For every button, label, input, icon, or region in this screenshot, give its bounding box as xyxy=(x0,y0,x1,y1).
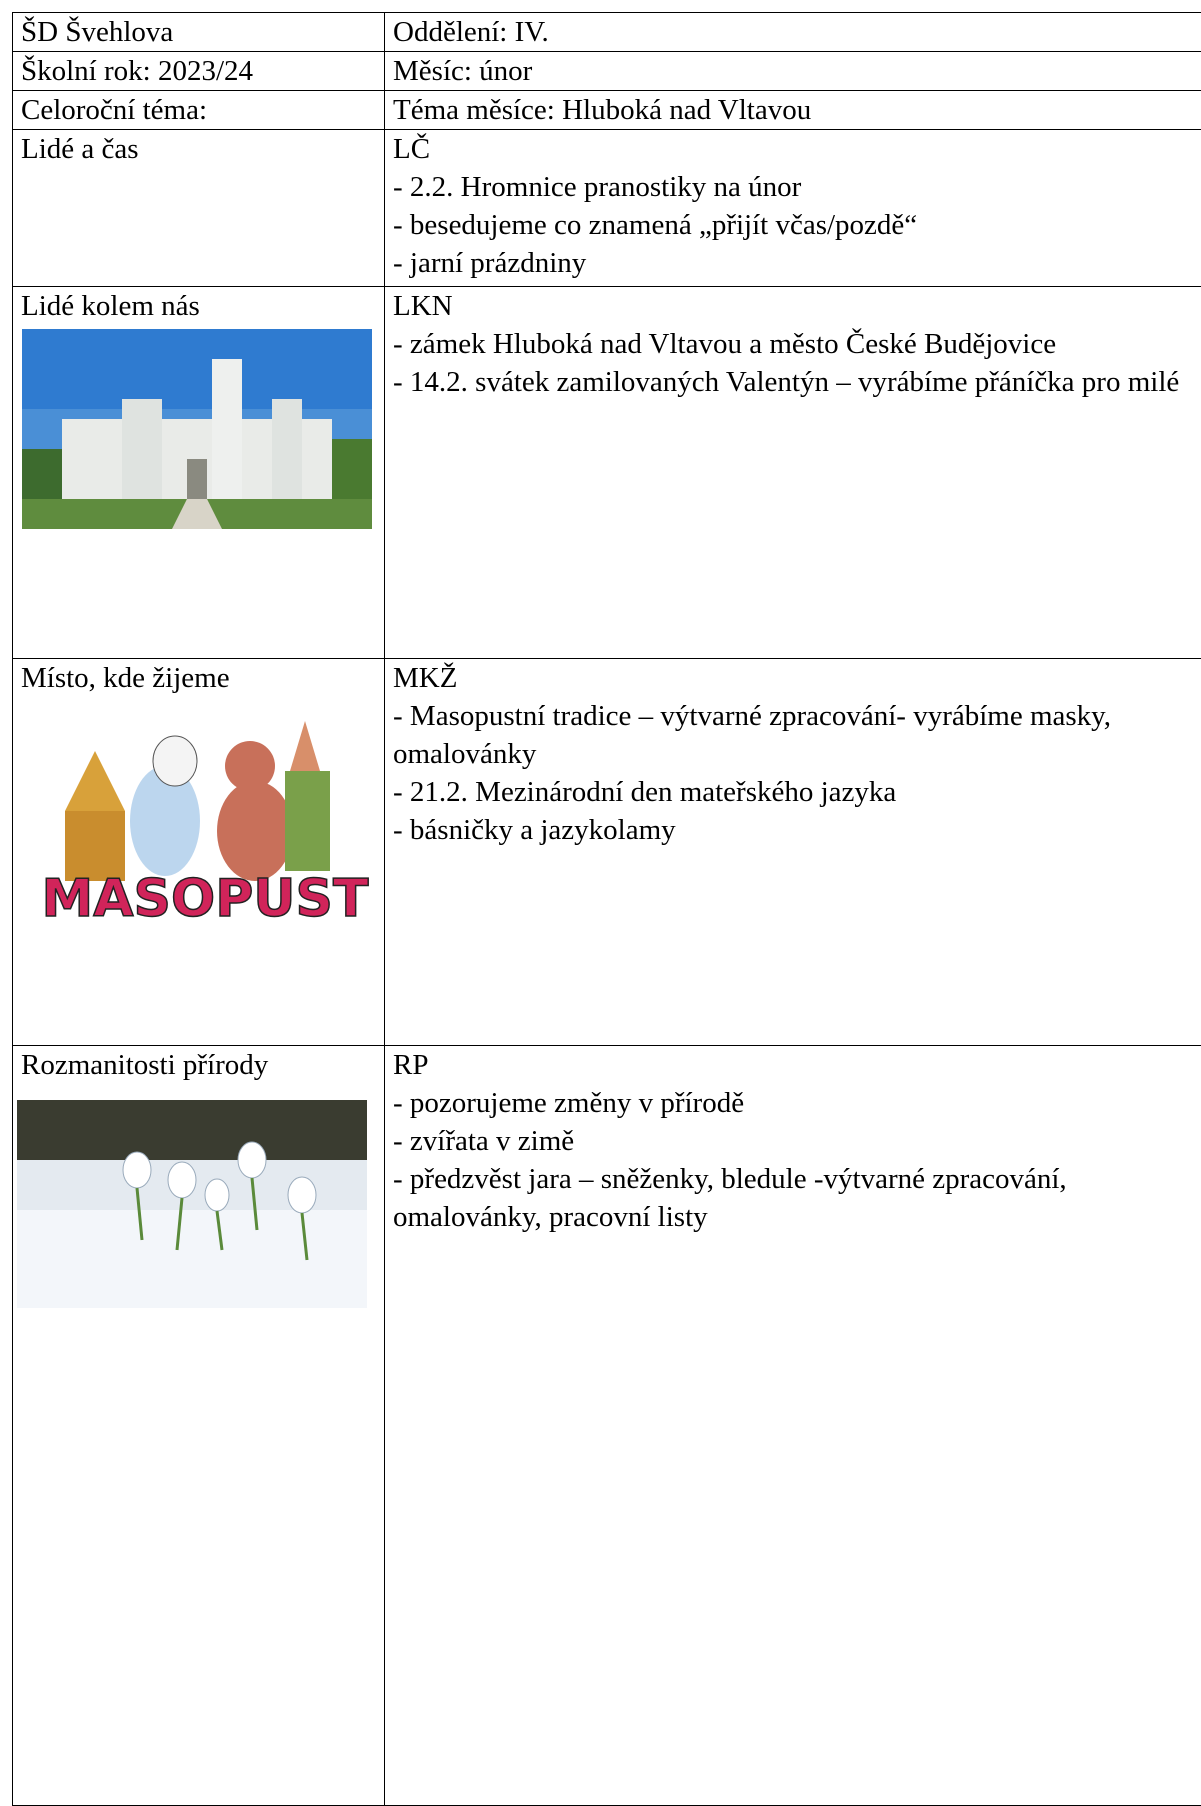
section-code: LKN xyxy=(393,287,1193,325)
content-line: Téma měsíce: Hluboká nad Vltavou xyxy=(393,91,1193,129)
snowdrop-image xyxy=(17,1100,367,1308)
content-line: - zámek Hluboká nad Vltavou a město Česk… xyxy=(393,325,1193,363)
content-cell: Měsíc: únor xyxy=(385,52,1201,91)
row-label: Lidé a čas xyxy=(21,130,376,168)
content-line: Měsíc: únor xyxy=(393,52,1193,90)
table-row: Rozmanitosti přírody RP- pozorujeme změn… xyxy=(13,1046,1201,1806)
section-code: RP xyxy=(393,1046,1193,1084)
content-cell: LČ- 2.2. Hromnice pranostiky na únor- be… xyxy=(385,130,1201,287)
content-line: - besedujeme co znamená „přijít včas/poz… xyxy=(393,206,1193,244)
content-line: - 2.2. Hromnice pranostiky na únor xyxy=(393,168,1193,206)
content-line: - jarní prázdniny xyxy=(393,244,1193,282)
content-cell: LKN- zámek Hluboká nad Vltavou a město Č… xyxy=(385,287,1201,659)
label-cell: ŠD Švehlova xyxy=(13,13,385,52)
table-row: Celoroční téma: Téma měsíce: Hluboká nad … xyxy=(13,91,1201,130)
label-cell: Lidé kolem nás xyxy=(13,287,385,659)
row-label: ŠD Švehlova xyxy=(21,13,376,51)
table-row: Místo, kde žijeme MASOPUST MKŽ- Masopust… xyxy=(13,659,1201,1046)
table-row: Školní rok: 2023/24 Měsíc: únor xyxy=(13,52,1201,91)
content-line: - předzvěst jara – sněženky, bledule -vý… xyxy=(393,1160,1193,1236)
label-cell: Místo, kde žijeme MASOPUST xyxy=(13,659,385,1046)
row-label: Lidé kolem nás xyxy=(21,287,376,325)
row-label: Rozmanitosti přírody xyxy=(21,1046,376,1084)
masopust-caption: MASOPUST xyxy=(42,869,369,929)
masopust-image: MASOPUST xyxy=(35,711,375,931)
content-cell: Oddělení: IV. xyxy=(385,13,1201,52)
content-line: - zvířata v zimě xyxy=(393,1122,1193,1160)
section-code: LČ xyxy=(393,130,1193,168)
content-line: - básničky a jazykolamy xyxy=(393,811,1193,849)
table-row: Lidé kolem nás LKN- zámek Hluboká nad Vl… xyxy=(13,287,1201,659)
table-row: ŠD Švehlova Oddělení: IV. xyxy=(13,13,1201,52)
row-label: Místo, kde žijeme xyxy=(21,659,376,697)
row-label: Celoroční téma: xyxy=(21,91,376,129)
content-line: Oddělení: IV. xyxy=(393,13,1193,51)
label-cell: Rozmanitosti přírody xyxy=(13,1046,385,1806)
label-cell: Celoroční téma: xyxy=(13,91,385,130)
label-cell: Lidé a čas xyxy=(13,130,385,287)
content-cell: RP- pozorujeme změny v přírodě- zvířata … xyxy=(385,1046,1201,1806)
content-line: - 14.2. svátek zamilovaných Valentýn – v… xyxy=(393,363,1193,401)
content-line: - Masopustní tradice – výtvarné zpracová… xyxy=(393,697,1193,773)
section-code: MKŽ xyxy=(393,659,1193,697)
castle-image xyxy=(22,329,372,529)
content-line: - 21.2. Mezinárodní den mateřského jazyk… xyxy=(393,773,1193,811)
content-cell: Téma měsíce: Hluboká nad Vltavou xyxy=(385,91,1201,130)
label-cell: Školní rok: 2023/24 xyxy=(13,52,385,91)
row-label: Školní rok: 2023/24 xyxy=(21,52,376,90)
content-line: - pozorujeme změny v přírodě xyxy=(393,1084,1193,1122)
content-cell: MKŽ- Masopustní tradice – výtvarné zprac… xyxy=(385,659,1201,1046)
